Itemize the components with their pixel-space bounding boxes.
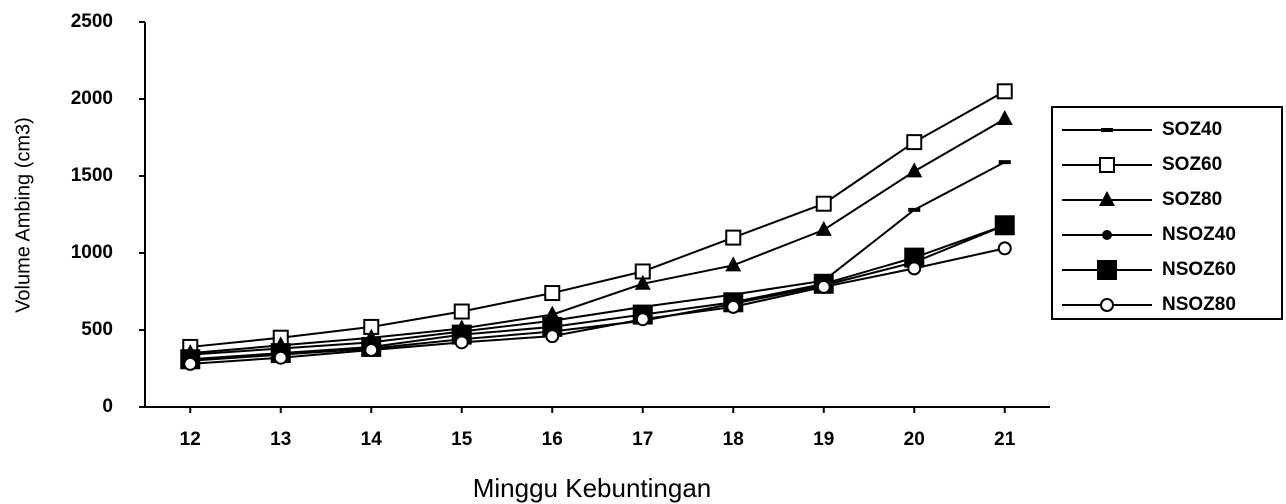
x-tick-label: 19 xyxy=(813,429,834,450)
x-tick-label: 12 xyxy=(180,429,201,450)
marker xyxy=(1097,260,1117,280)
x-tick-label: 16 xyxy=(542,429,563,450)
x-tick-label: 13 xyxy=(270,429,291,450)
marker xyxy=(725,229,742,246)
marker xyxy=(906,134,923,151)
y-tick-label: 1500 xyxy=(71,165,113,186)
series-line xyxy=(190,90,1006,348)
legend-label: SOZ40 xyxy=(1162,119,1222,140)
legend-box xyxy=(1051,106,1283,320)
marker xyxy=(997,241,1012,256)
x-tick-label: 21 xyxy=(994,429,1016,450)
marker xyxy=(815,220,832,236)
marker xyxy=(1099,191,1115,206)
marker xyxy=(634,274,651,290)
marker xyxy=(815,195,832,212)
series-line xyxy=(190,118,1006,355)
legend-label: SOZ80 xyxy=(1162,189,1222,210)
marker xyxy=(725,256,742,272)
marker xyxy=(364,343,379,358)
marker xyxy=(996,110,1013,126)
x-tick-label: 18 xyxy=(723,429,744,450)
y-tick-label: 2500 xyxy=(71,11,113,32)
x-tick-label: 17 xyxy=(632,429,653,450)
marker xyxy=(635,312,650,327)
marker xyxy=(907,261,922,276)
x-tick-label: 15 xyxy=(451,429,473,450)
marker xyxy=(545,329,560,344)
x-axis-label: Minggu Kebuntingan xyxy=(473,473,712,503)
y-axis-label: Volume Ambing (cm3) xyxy=(12,117,34,313)
legend-label: NSOZ60 xyxy=(1162,259,1236,280)
marker xyxy=(1099,157,1115,173)
y-tick-label: 0 xyxy=(102,396,113,417)
marker xyxy=(1102,230,1112,240)
marker xyxy=(726,299,741,314)
marker xyxy=(454,335,469,350)
legend-label: SOZ60 xyxy=(1162,154,1222,175)
marker xyxy=(904,247,925,268)
marker xyxy=(544,305,561,321)
series-line xyxy=(190,161,1006,356)
y-tick-label: 2000 xyxy=(71,88,113,109)
series-line xyxy=(190,247,1005,365)
marker xyxy=(544,285,561,302)
y-tick-label: 1000 xyxy=(71,242,113,263)
series-line xyxy=(190,224,1006,361)
marker xyxy=(453,303,470,320)
marker xyxy=(906,162,923,178)
marker xyxy=(1100,298,1114,312)
legend-label: NSOZ40 xyxy=(1162,224,1236,245)
x-tick-label: 14 xyxy=(361,429,383,450)
series-line xyxy=(190,224,1006,362)
y-tick-label: 500 xyxy=(81,319,113,340)
marker xyxy=(816,279,831,294)
legend-label: NSOZ80 xyxy=(1162,294,1236,315)
marker xyxy=(994,215,1015,236)
x-tick-label: 20 xyxy=(904,429,925,450)
marker xyxy=(183,356,198,371)
marker xyxy=(273,350,288,365)
marker xyxy=(996,83,1013,100)
